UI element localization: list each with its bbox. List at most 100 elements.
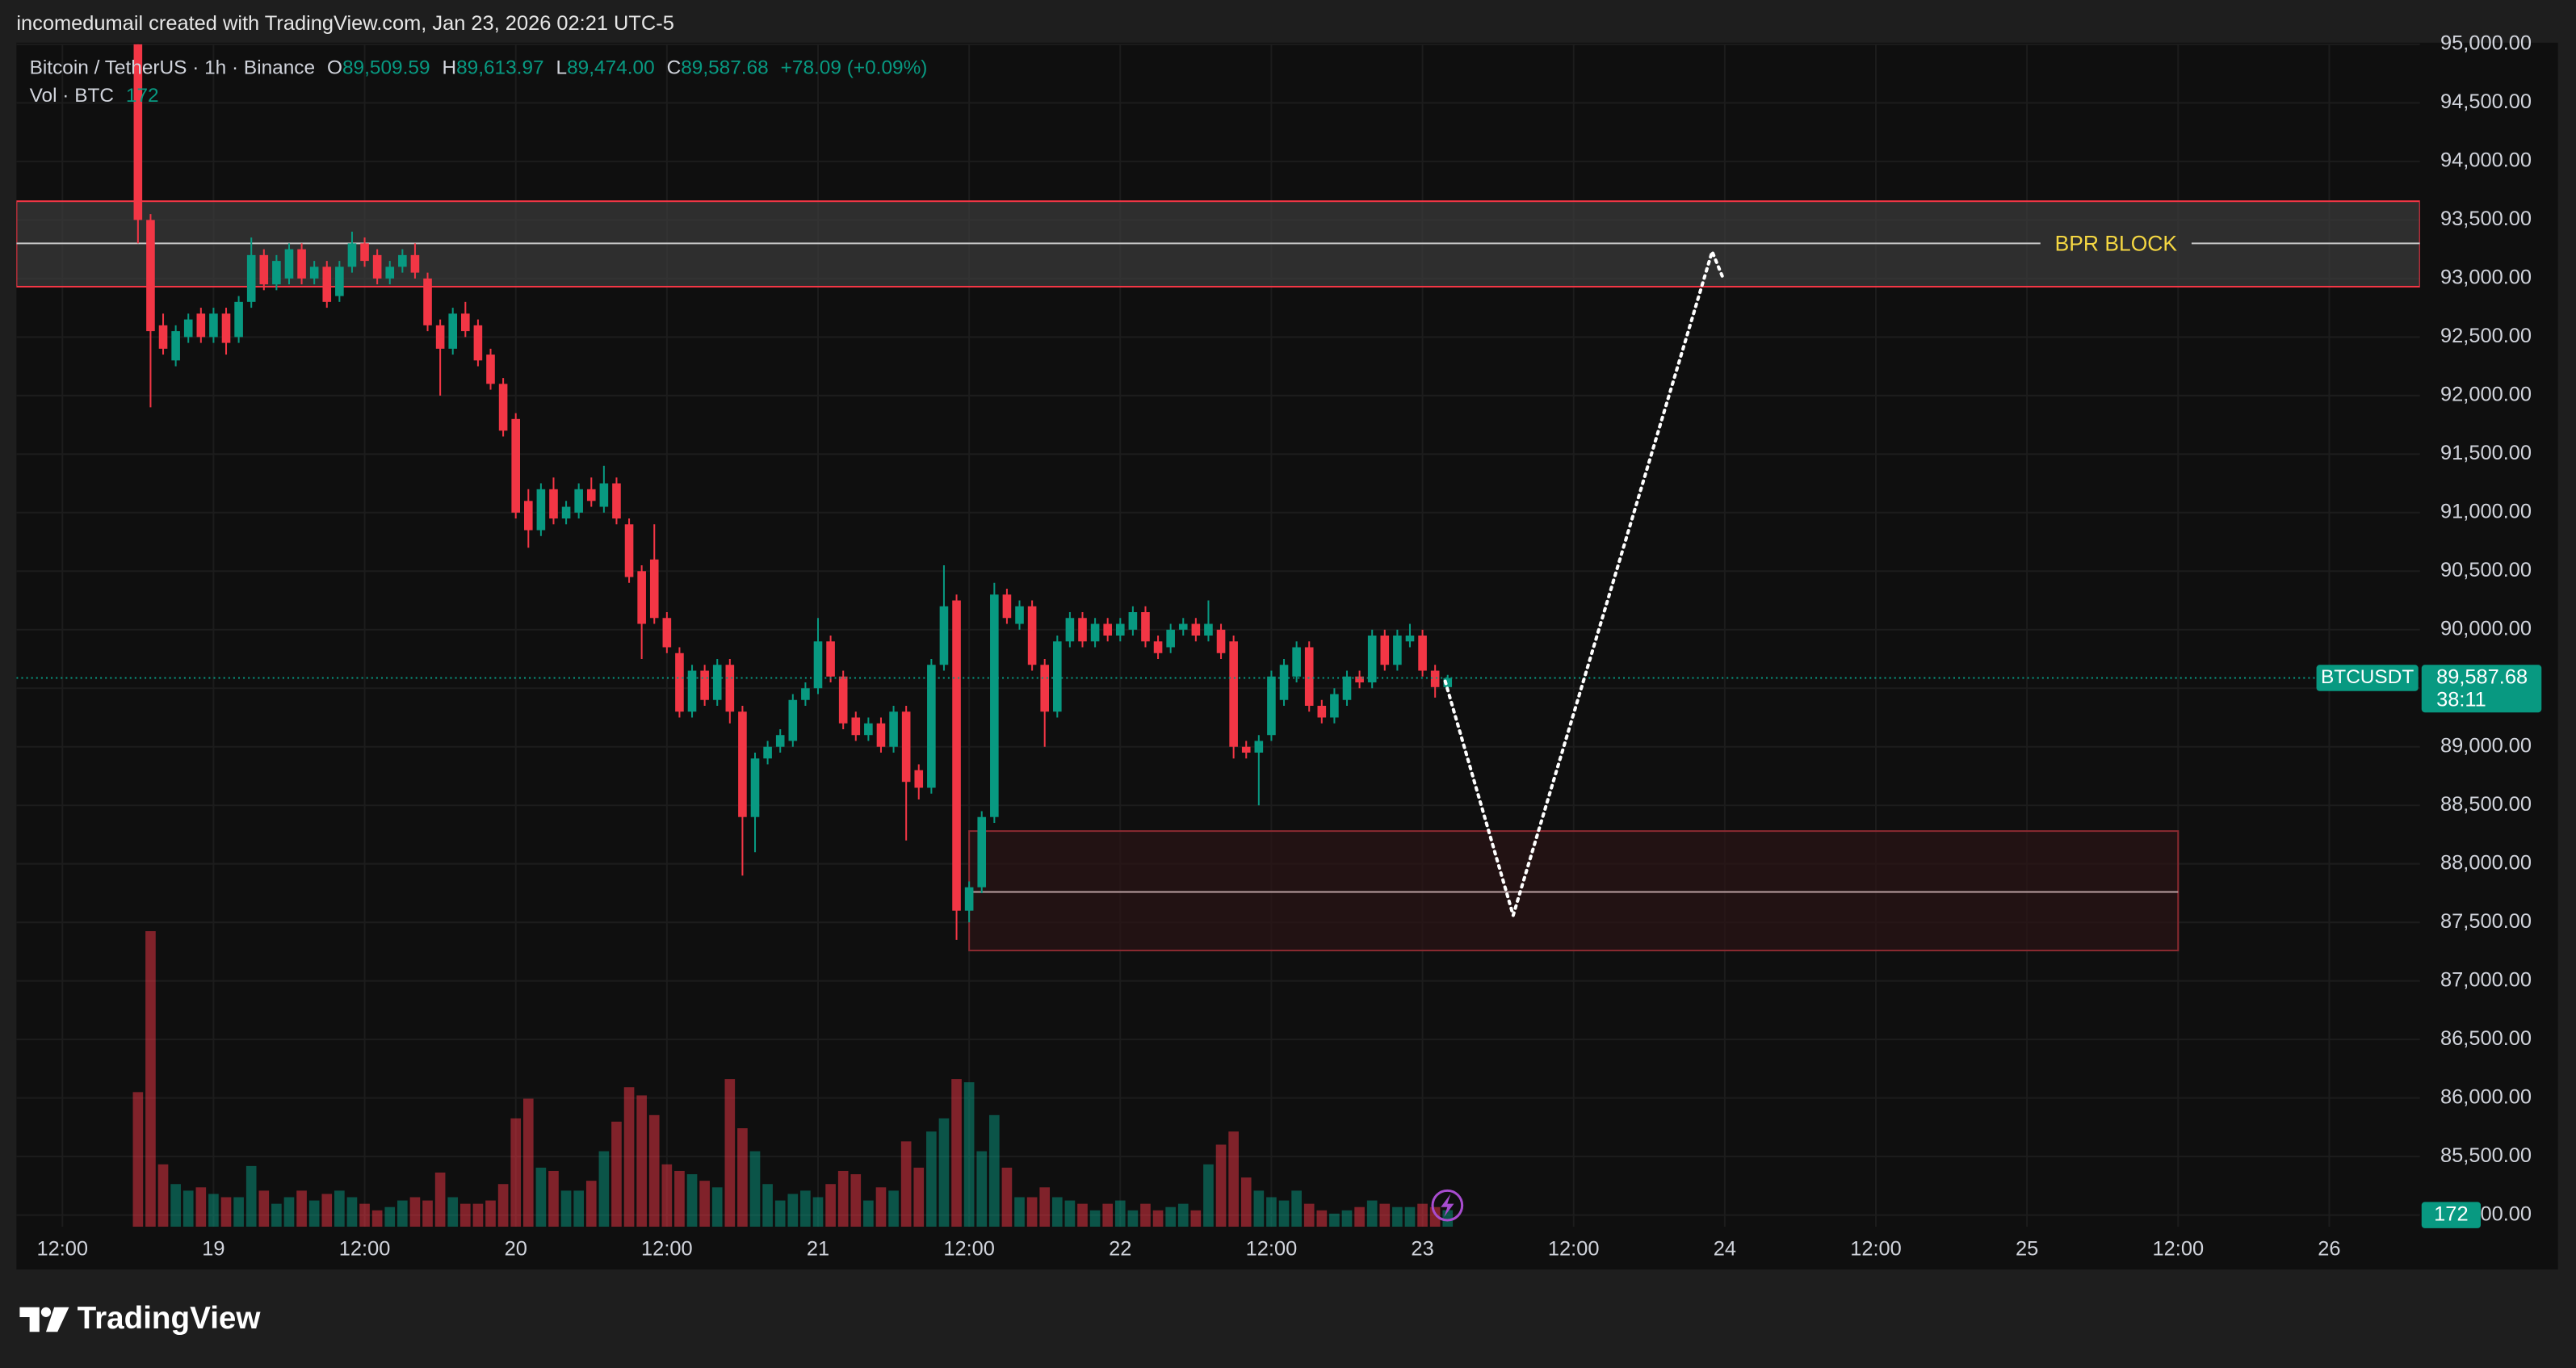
- volume-bar: [283, 1197, 295, 1227]
- volume-bar: [573, 1190, 584, 1227]
- volume-bar: [296, 1190, 307, 1227]
- candle-body: [1128, 612, 1138, 630]
- volume-bar: [1417, 1203, 1428, 1227]
- volume-label: Vol · BTC: [30, 85, 114, 107]
- candle-body: [864, 723, 873, 736]
- volume-bar: [258, 1190, 270, 1227]
- volume-bar: [485, 1200, 496, 1227]
- volume-bar: [535, 1167, 547, 1227]
- candle-body: [1166, 629, 1175, 648]
- candle-body: [599, 483, 609, 507]
- volume-bar: [1190, 1210, 1202, 1227]
- candle-body: [284, 249, 294, 279]
- volume-bar: [1341, 1210, 1353, 1227]
- candle-body: [536, 489, 546, 531]
- candle-body: [1330, 694, 1339, 718]
- candle-body: [1053, 641, 1062, 712]
- y-tick-label: 87,000.00: [2440, 968, 2532, 991]
- volume-bar: [447, 1197, 459, 1227]
- candle-body: [826, 641, 835, 677]
- alert-icon[interactable]: [1431, 1189, 1464, 1222]
- x-tick-label: 20: [505, 1237, 527, 1260]
- candle-body: [1279, 665, 1289, 700]
- candle-body: [1393, 636, 1402, 665]
- candle-body: [1153, 641, 1163, 653]
- volume-bar: [472, 1203, 484, 1227]
- candle-body: [700, 670, 709, 700]
- volume-bar: [989, 1114, 1000, 1227]
- volume-bar: [674, 1170, 685, 1227]
- volume-bar: [334, 1190, 345, 1227]
- volume-bar: [1228, 1131, 1239, 1227]
- candle-body: [637, 571, 646, 624]
- volume-bar: [346, 1197, 358, 1227]
- candle-body: [1103, 623, 1112, 636]
- candle-body: [1367, 636, 1377, 682]
- volume-bar: [548, 1170, 559, 1227]
- attribution: incomedumail created with TradingView.co…: [16, 12, 674, 35]
- volume-bar: [812, 1197, 824, 1227]
- y-tick-label: 86,500.00: [2440, 1027, 2532, 1050]
- volume-bar: [585, 1181, 597, 1227]
- volume-bar: [1114, 1200, 1126, 1227]
- y-tick-label: 86,000.00: [2440, 1085, 2532, 1108]
- candle-body: [813, 641, 823, 689]
- candle-body: [322, 266, 332, 302]
- volume-bar: [183, 1190, 194, 1227]
- candle-body: [549, 489, 558, 519]
- candle-body: [1078, 618, 1087, 642]
- volume-bar: [976, 1151, 988, 1227]
- volume-bar: [724, 1079, 736, 1227]
- volume-bar: [195, 1187, 207, 1227]
- candle-body: [209, 313, 218, 338]
- volume-bar: [397, 1200, 408, 1227]
- volume-bar: [422, 1200, 433, 1227]
- candle-body: [788, 699, 798, 741]
- volume-bar: [359, 1203, 370, 1227]
- candle-body: [297, 249, 306, 279]
- candle-body: [889, 711, 898, 747]
- x-tick-label: 12:00: [1246, 1237, 1298, 1260]
- candle-body: [523, 501, 533, 531]
- candle-body: [1418, 636, 1427, 671]
- candle-body: [712, 665, 722, 700]
- candle-body: [1380, 636, 1390, 665]
- volume-bar: [963, 1082, 975, 1227]
- candle-body: [372, 254, 382, 279]
- candle-body: [1040, 665, 1050, 712]
- volume-bar: [132, 1092, 144, 1227]
- candle-body: [1267, 676, 1276, 736]
- zone: [968, 830, 2180, 951]
- volume-bar: [1089, 1210, 1101, 1227]
- volume-bar: [837, 1170, 849, 1227]
- candle-body: [952, 600, 961, 911]
- candle-body: [335, 266, 344, 296]
- volume-bar: [762, 1184, 773, 1227]
- volume-bar: [1303, 1203, 1315, 1227]
- candle-body: [574, 489, 583, 513]
- candle-body: [259, 254, 269, 285]
- last-price-label: 89,587.68: [2436, 665, 2528, 688]
- candle-body: [448, 313, 458, 349]
- candle-body: [1241, 746, 1251, 753]
- projection-path: [1443, 246, 1724, 921]
- volume-bar: [510, 1118, 522, 1227]
- volume-bar: [875, 1187, 887, 1227]
- volume-bar: [308, 1200, 320, 1227]
- candle-body: [423, 278, 432, 325]
- volume-bar: [1051, 1197, 1063, 1227]
- x-tick-label: 12:00: [36, 1237, 88, 1260]
- x-tick-label: 12:00: [1548, 1237, 1600, 1260]
- candle-body: [675, 653, 684, 712]
- volume-bar: [636, 1095, 647, 1227]
- volume-bar: [1316, 1210, 1328, 1227]
- candle-body: [624, 524, 634, 577]
- candle-body: [309, 266, 319, 279]
- volume-bar: [522, 1098, 534, 1227]
- candle-body: [964, 887, 974, 911]
- volume-bar: [170, 1184, 181, 1227]
- candle-body: [763, 746, 772, 759]
- candle-body: [171, 331, 180, 361]
- volume-bar: [384, 1206, 396, 1227]
- candle-body: [347, 243, 357, 267]
